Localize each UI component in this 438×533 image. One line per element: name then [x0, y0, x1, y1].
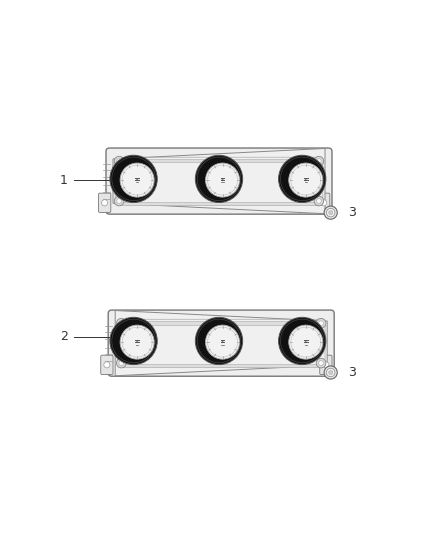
Circle shape — [314, 196, 324, 206]
Circle shape — [114, 156, 124, 166]
Circle shape — [279, 155, 326, 203]
Circle shape — [305, 341, 307, 343]
Circle shape — [318, 321, 323, 326]
Circle shape — [328, 370, 333, 375]
Circle shape — [328, 211, 333, 215]
Circle shape — [318, 361, 323, 366]
Circle shape — [120, 325, 154, 359]
Circle shape — [314, 156, 324, 166]
Circle shape — [279, 317, 326, 365]
FancyBboxPatch shape — [106, 148, 332, 214]
Circle shape — [326, 368, 335, 377]
Bar — [120, 159, 318, 163]
Circle shape — [119, 361, 124, 366]
Circle shape — [110, 155, 157, 203]
Circle shape — [205, 325, 240, 359]
Circle shape — [222, 341, 223, 343]
Circle shape — [316, 199, 321, 204]
Text: 3: 3 — [348, 366, 356, 379]
Circle shape — [117, 199, 122, 204]
Text: 1: 1 — [60, 174, 68, 187]
Circle shape — [316, 358, 326, 368]
Circle shape — [326, 208, 335, 217]
Circle shape — [114, 196, 124, 206]
Circle shape — [117, 358, 126, 368]
Circle shape — [119, 321, 124, 326]
Circle shape — [305, 179, 307, 181]
Circle shape — [324, 366, 337, 379]
Circle shape — [321, 200, 327, 206]
Circle shape — [117, 159, 122, 164]
FancyBboxPatch shape — [320, 355, 332, 375]
Bar — [120, 202, 318, 205]
Circle shape — [316, 159, 321, 164]
Circle shape — [316, 318, 326, 328]
Bar — [123, 364, 320, 367]
Circle shape — [324, 206, 337, 219]
FancyBboxPatch shape — [101, 355, 113, 375]
Circle shape — [110, 317, 157, 365]
Circle shape — [102, 200, 108, 206]
Circle shape — [104, 362, 110, 368]
Circle shape — [289, 325, 323, 359]
FancyBboxPatch shape — [108, 310, 334, 376]
Bar — [123, 321, 320, 325]
Circle shape — [289, 163, 323, 197]
Circle shape — [205, 163, 240, 197]
Circle shape — [136, 179, 138, 181]
Circle shape — [136, 341, 138, 343]
Circle shape — [120, 163, 154, 197]
Circle shape — [222, 179, 223, 181]
FancyBboxPatch shape — [99, 193, 111, 213]
Circle shape — [323, 362, 329, 368]
Circle shape — [195, 317, 243, 365]
Text: 3: 3 — [348, 206, 356, 219]
Polygon shape — [115, 311, 327, 376]
Text: 2: 2 — [60, 330, 68, 343]
Polygon shape — [113, 149, 325, 214]
Circle shape — [195, 155, 243, 203]
Circle shape — [117, 318, 126, 328]
FancyBboxPatch shape — [318, 193, 330, 213]
